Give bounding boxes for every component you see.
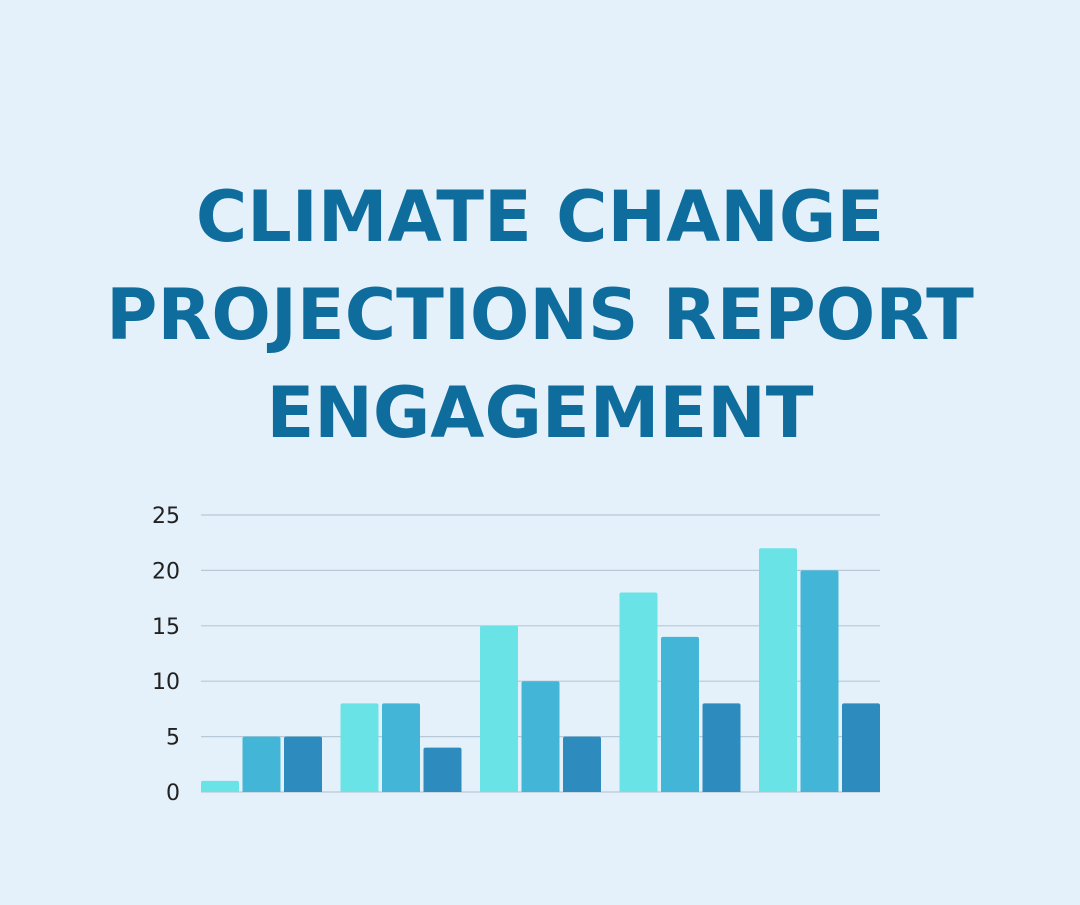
bar-group-2-series-3 <box>423 747 462 792</box>
chart-title-line-1: CLIMATE CHANGE <box>195 176 885 258</box>
bar-group-3-series-1 <box>480 625 518 792</box>
y-tick-label-20: 20 <box>152 559 180 584</box>
chart-title-line-2: PROJECTIONS REPORT <box>106 274 974 356</box>
bar-group-5-series-1 <box>759 548 797 792</box>
bar-group-4-series-1 <box>619 592 658 792</box>
bar-group-5-series-3 <box>842 703 880 792</box>
bar-group-2-series-1 <box>340 703 379 792</box>
y-tick-label-25: 25 <box>152 504 180 529</box>
bar-group-3-series-3 <box>563 736 601 792</box>
y-tick-label-5: 5 <box>166 726 180 751</box>
bar-group-1-series-1 <box>201 780 239 792</box>
bar-group-4-series-2 <box>661 636 699 792</box>
chart-title: CLIMATE CHANGE PROJECTIONS REPORT ENGAGE… <box>0 168 1080 462</box>
chart-title-line-3: ENGAGEMENT <box>266 372 814 454</box>
bar-group-1-series-3 <box>284 736 322 792</box>
bars <box>201 548 880 792</box>
bar-group-3-series-2 <box>521 681 560 792</box>
y-tick-label-10: 10 <box>152 670 180 695</box>
y-axis-tick-labels: 0 5 10 15 20 25 <box>152 504 180 806</box>
bar-group-4-series-3 <box>702 703 741 792</box>
y-tick-label-0: 0 <box>166 781 180 806</box>
y-tick-label-15: 15 <box>152 615 180 640</box>
bar-group-5-series-2 <box>800 570 839 792</box>
bar-group-2-series-2 <box>382 703 420 792</box>
bar-group-1-series-2 <box>242 736 281 792</box>
